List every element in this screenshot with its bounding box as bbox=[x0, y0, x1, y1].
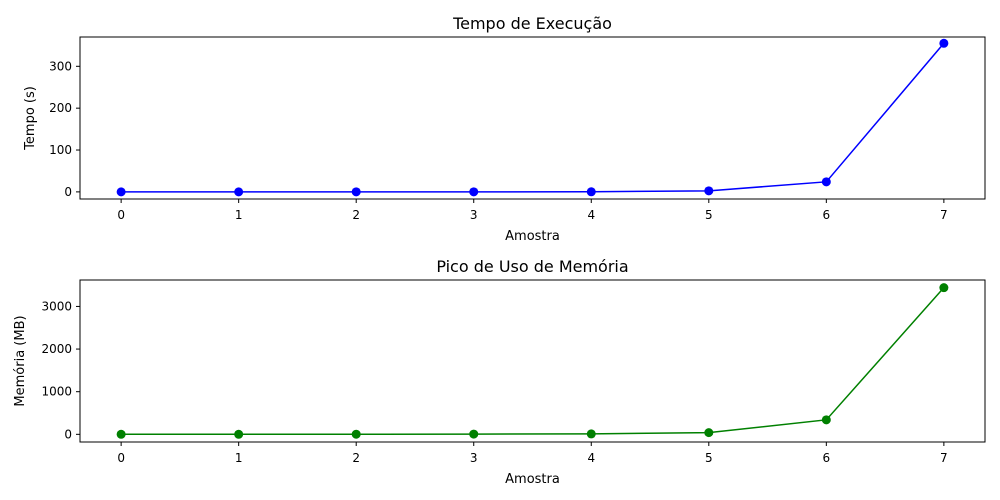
data-point bbox=[821, 415, 831, 425]
y-axis-label: Memória (MB) bbox=[13, 315, 28, 406]
x-tick-label: 3 bbox=[470, 208, 478, 222]
y-tick-label: 1000 bbox=[41, 385, 72, 399]
data-point bbox=[704, 186, 714, 196]
y-tick-label: 0 bbox=[64, 185, 72, 199]
x-tick-label: 0 bbox=[117, 451, 125, 465]
data-point bbox=[234, 429, 244, 439]
x-tick-label: 7 bbox=[940, 451, 948, 465]
chart-title: Tempo de Execução bbox=[452, 14, 612, 33]
y-tick-label: 0 bbox=[64, 427, 72, 441]
y-tick-label: 100 bbox=[49, 143, 72, 157]
x-axis-label: Amostra bbox=[505, 472, 560, 487]
data-point bbox=[939, 38, 949, 48]
chart-2: Pico de Uso de Memória 0 1 2 3 4 5 6 7 0 1000 2000 3… bbox=[13, 257, 986, 487]
plot-frame bbox=[79, 279, 986, 443]
x-tick-label: 0 bbox=[117, 208, 125, 222]
x-tick-label: 5 bbox=[705, 208, 713, 222]
series-line bbox=[121, 42, 945, 193]
y-tick-label: 2000 bbox=[41, 342, 72, 356]
x-tick-label: 1 bbox=[235, 451, 243, 465]
data-point bbox=[586, 429, 596, 439]
x-tick-label: 4 bbox=[587, 208, 595, 222]
data-point bbox=[116, 429, 126, 439]
series-line bbox=[121, 287, 945, 436]
data-point bbox=[704, 428, 714, 438]
chart-1: Tempo de Execução 0 1 2 3 4 5 6 7 0 100 200 300 Amost… bbox=[23, 14, 986, 244]
y-axis-label: Tempo (s) bbox=[23, 86, 38, 151]
x-tick-label: 2 bbox=[352, 451, 360, 465]
data-point bbox=[939, 283, 949, 293]
data-point bbox=[586, 187, 596, 197]
x-tick-label: 7 bbox=[940, 208, 948, 222]
data-point bbox=[469, 187, 479, 197]
chart-title: Pico de Uso de Memória bbox=[436, 257, 628, 276]
y-tick-label: 3000 bbox=[41, 299, 72, 313]
data-point bbox=[351, 429, 361, 439]
data-point bbox=[821, 177, 831, 187]
y-tick-label: 200 bbox=[49, 101, 72, 115]
data-point bbox=[234, 187, 244, 197]
x-tick-label: 5 bbox=[705, 451, 713, 465]
plot-frame bbox=[79, 36, 986, 200]
x-tick-label: 6 bbox=[823, 208, 831, 222]
data-point bbox=[116, 187, 126, 197]
data-point bbox=[469, 429, 479, 439]
x-tick-label: 6 bbox=[823, 451, 831, 465]
data-point bbox=[351, 187, 361, 197]
x-axis-label: Amostra bbox=[505, 229, 560, 244]
x-tick-label: 3 bbox=[470, 451, 478, 465]
x-tick-label: 1 bbox=[235, 208, 243, 222]
x-tick-label: 4 bbox=[587, 451, 595, 465]
x-tick-label: 2 bbox=[352, 208, 360, 222]
y-tick-label: 300 bbox=[49, 59, 72, 73]
